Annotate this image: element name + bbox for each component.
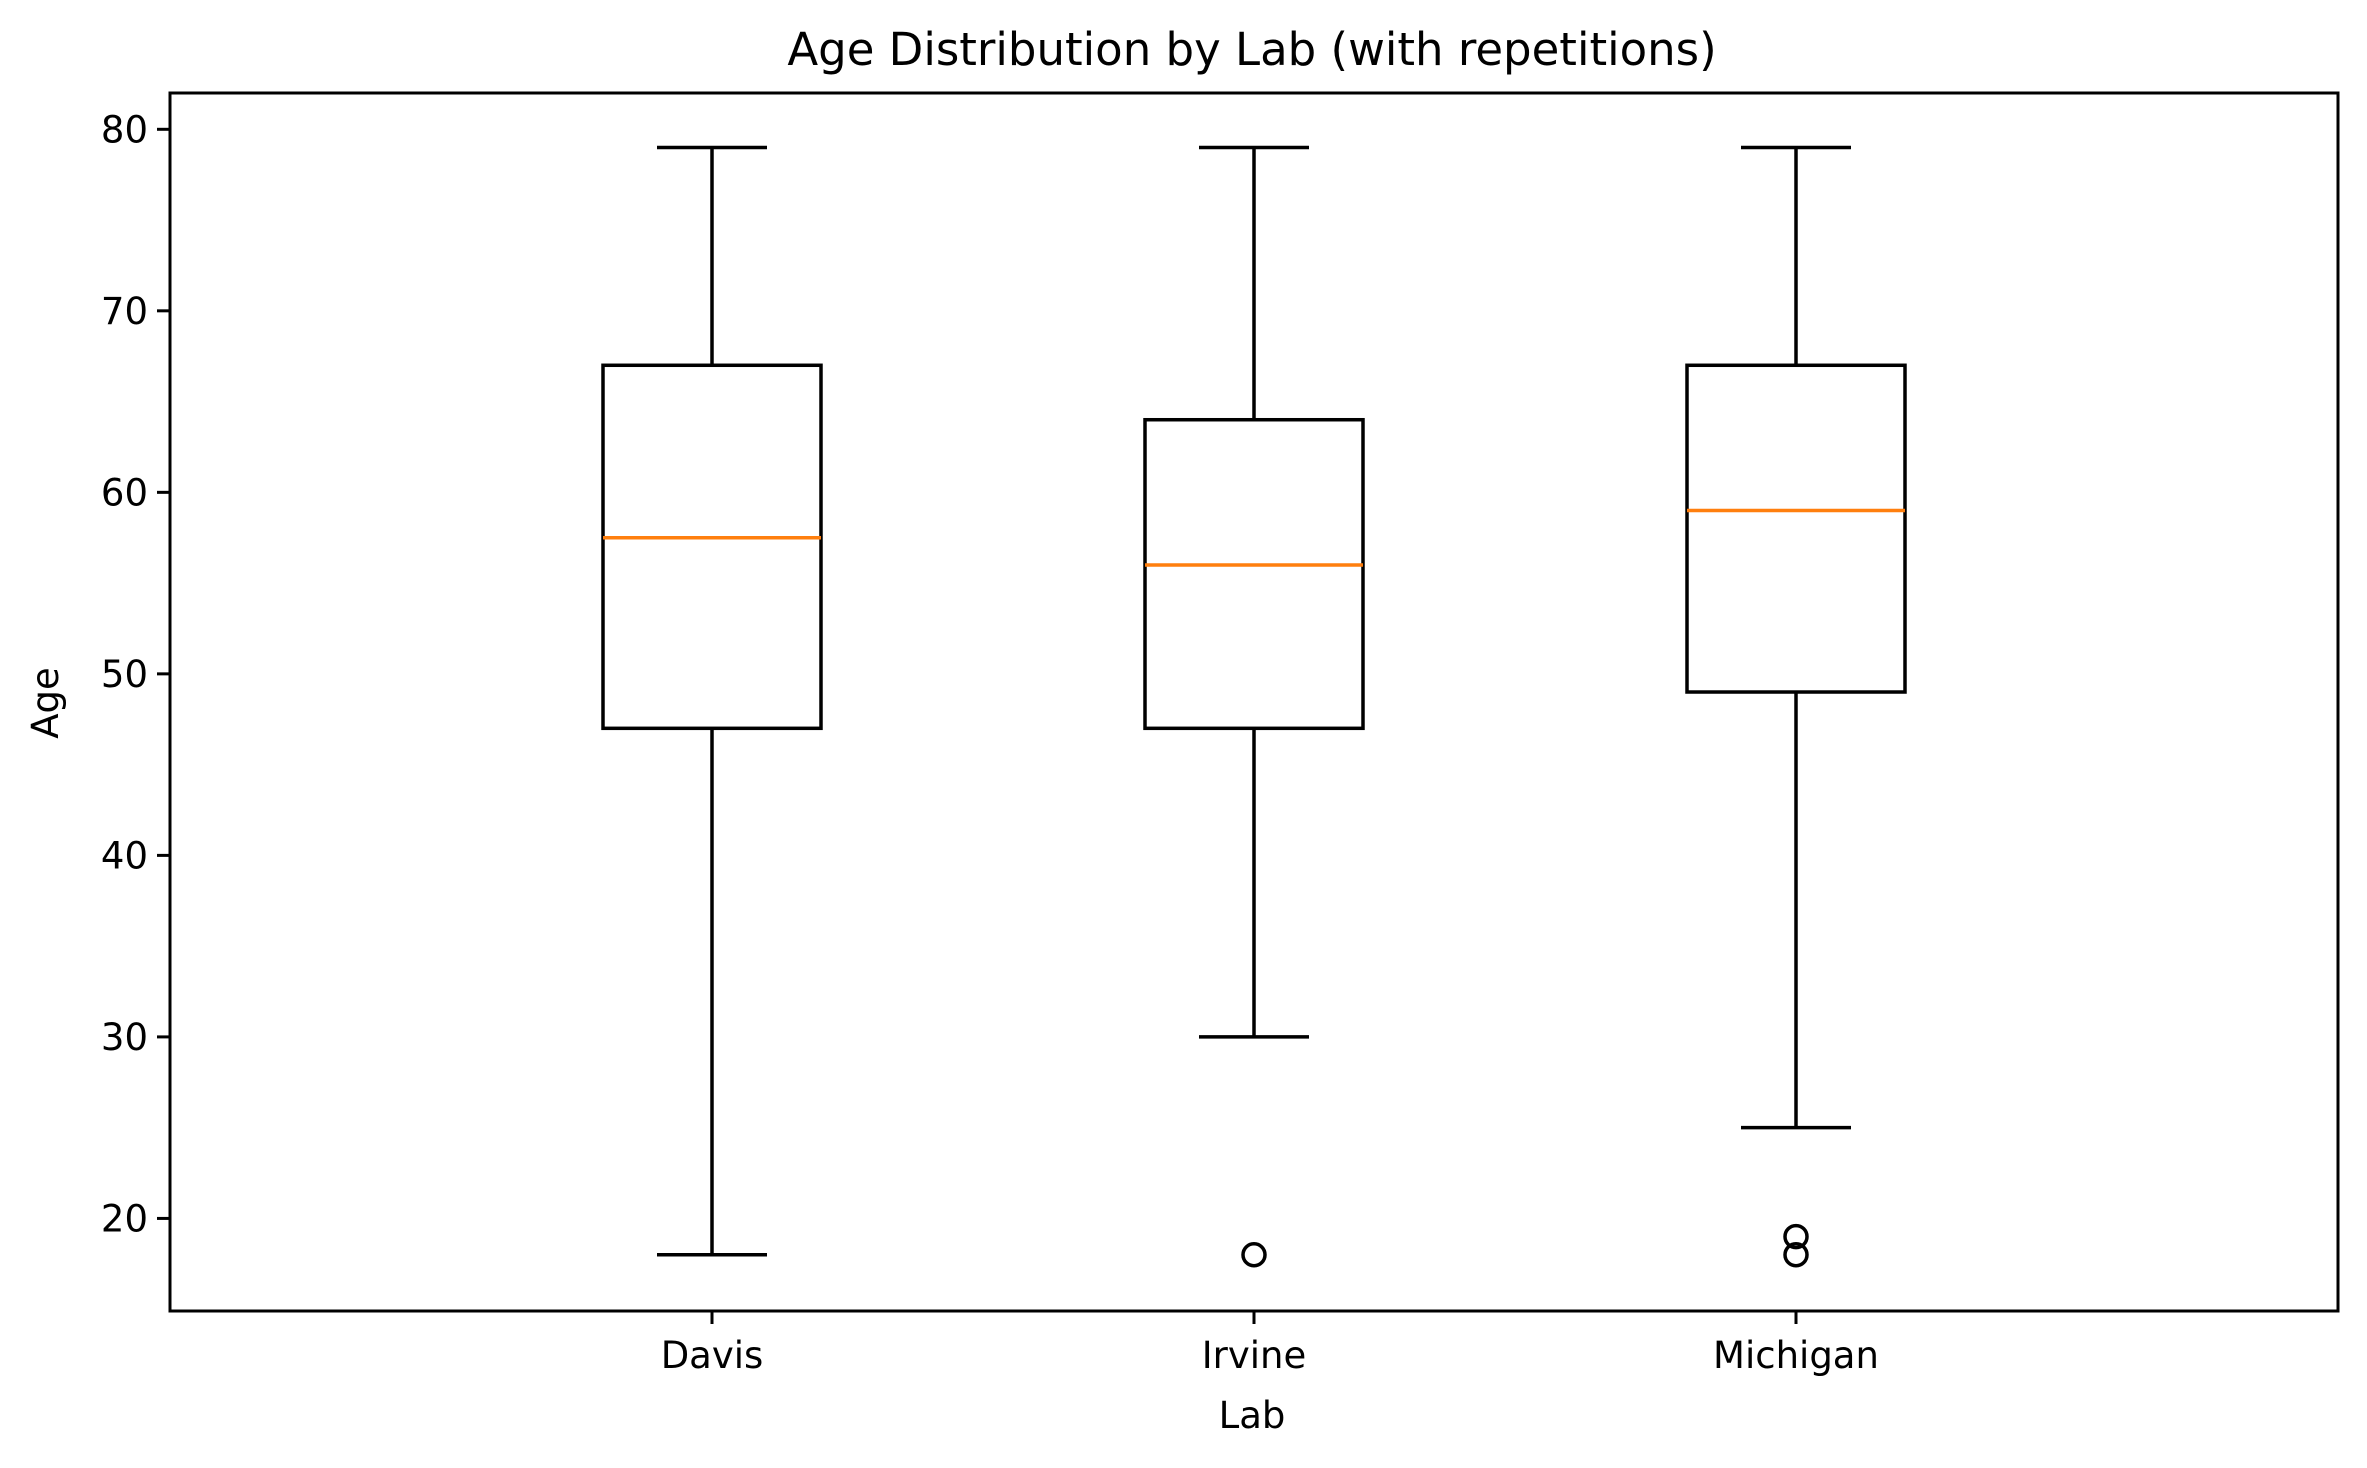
- y-axis-label: Age: [24, 667, 67, 739]
- x-axis-label: Lab: [1219, 1394, 1286, 1437]
- x-tick-label-davis: Davis: [661, 1334, 764, 1377]
- y-tick-label: 40: [101, 834, 148, 877]
- outlier-point-irvine: [1241, 1241, 1267, 1268]
- x-tick-label-irvine: Irvine: [1202, 1334, 1307, 1377]
- y-tick-label: 20: [101, 1197, 148, 1240]
- y-tick-label: 70: [101, 290, 148, 333]
- y-tick-label: 80: [101, 108, 148, 151]
- plot-area: 20 30 40 50 60 70 80 Davis Irvine Michigan: [101, 91, 2340, 1377]
- x-tick-label-michigan: Michigan: [1713, 1334, 1879, 1377]
- y-tick-label: 60: [101, 471, 148, 514]
- y-tick-label: 30: [101, 1016, 148, 1059]
- outlier-point-michigan: [1783, 1241, 1809, 1268]
- box-michigan: [1685, 363, 1907, 694]
- box-davis: [601, 363, 823, 731]
- chart-title: Age Distribution by Lab (with repetition…: [787, 23, 1716, 76]
- y-tick-label: 50: [101, 653, 148, 696]
- box-irvine: [1143, 417, 1365, 731]
- outlier-point-michigan: [1783, 1223, 1809, 1250]
